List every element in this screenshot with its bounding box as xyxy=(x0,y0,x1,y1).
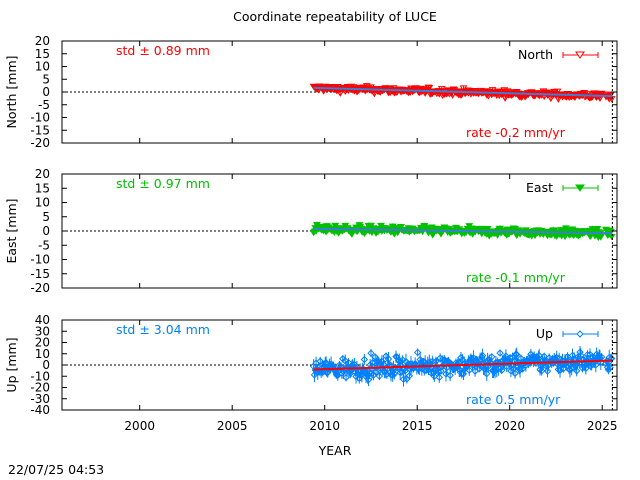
x-axis: 2000 2005 2010 2015 2020 2025 xyxy=(124,419,617,433)
east-legend-label: East xyxy=(526,180,553,195)
east-legend-marker xyxy=(575,184,585,192)
east-y-tick-label: -15 xyxy=(30,267,50,281)
up-data-points xyxy=(309,346,616,387)
east-y-tick-label: -20 xyxy=(30,281,50,295)
east-y-tick-label: -10 xyxy=(30,253,50,267)
north-y-tick-label: -10 xyxy=(30,111,50,125)
up-y-tick-label: 40 xyxy=(35,313,50,327)
north-y-axis-label: North [mm] xyxy=(4,55,19,128)
north-y-tick-label: 5 xyxy=(42,72,50,86)
east-y-tick-label: 0 xyxy=(42,224,50,238)
north-y-tick-label: 20 xyxy=(35,34,50,48)
up-y-tick-label: 0 xyxy=(42,358,50,372)
east-legend: East xyxy=(526,180,599,195)
timestamp: 22/07/25 04:53 xyxy=(8,462,104,477)
north-std-text: std ± 0.89 mm xyxy=(116,43,210,58)
east-y-axis-label: East [mm] xyxy=(4,198,19,263)
east-y-tick-label: 10 xyxy=(35,196,50,210)
x-tick-label: 2015 xyxy=(402,419,433,433)
north-y-tick-label: 10 xyxy=(35,60,50,74)
up-legend: Up xyxy=(536,326,599,341)
up-std-text: std ± 3.04 mm xyxy=(116,322,210,337)
north-legend-marker xyxy=(575,51,585,59)
north-y-tick-label: 0 xyxy=(42,85,50,99)
up-trend-line xyxy=(313,359,613,371)
east-y-tick-label: 5 xyxy=(42,210,50,224)
east-std-text: std ± 0.97 mm xyxy=(116,176,210,191)
east-rate-text: rate -0.1 mm/yr xyxy=(466,270,566,285)
east-y-tick-label: 20 xyxy=(35,167,50,181)
up-y-tick-label: 30 xyxy=(35,324,50,338)
x-tick-label: 2005 xyxy=(217,419,248,433)
north-trend-line xyxy=(313,86,613,98)
east-y-tick-label: 15 xyxy=(35,181,50,195)
x-axis-label: YEAR xyxy=(318,443,352,458)
up-legend-label: Up xyxy=(536,326,553,341)
up-y-tick-label: -30 xyxy=(30,392,50,406)
up-y-tick-label: -20 xyxy=(30,381,50,395)
x-tick-label: 2000 xyxy=(124,419,155,433)
up-legend-marker xyxy=(576,330,584,338)
up-y-axis-label: Up [mm] xyxy=(4,337,19,392)
east-y-tick-label: -5 xyxy=(38,238,50,252)
x-tick-label: 2025 xyxy=(587,419,618,433)
x-tick-label: 2020 xyxy=(494,419,525,433)
x-tick-label: 2010 xyxy=(309,419,340,433)
figure-title: Coordinate repeatability of LUCE xyxy=(233,9,437,24)
north-y-tick-label: 15 xyxy=(35,47,50,61)
up-y-tick-label: -40 xyxy=(30,403,50,417)
north-y-tick-label: -20 xyxy=(30,136,50,150)
up-rate-text: rate 0.5 mm/yr xyxy=(466,392,561,407)
north-rate-text: rate -0.2 mm/yr xyxy=(466,125,566,140)
east-trend-line xyxy=(313,227,613,235)
north-y-tick-label: -15 xyxy=(30,123,50,137)
up-y-tick-label: -10 xyxy=(30,369,50,383)
north-legend: North xyxy=(518,47,599,62)
north-y-tick-label: -5 xyxy=(38,98,50,112)
up-y-tick-label: 10 xyxy=(35,347,50,361)
north-legend-label: North xyxy=(518,47,553,62)
up-y-tick-label: 20 xyxy=(35,336,50,350)
